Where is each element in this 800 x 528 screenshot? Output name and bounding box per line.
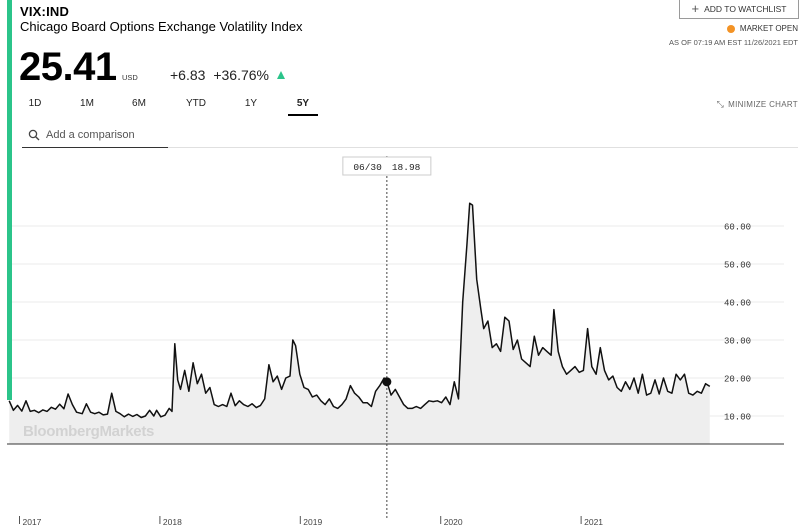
crosshair-point	[382, 377, 392, 387]
y-tick-label: 40.00	[724, 299, 751, 309]
change-percent: +36.76%	[213, 67, 269, 83]
x-axis-ticks: 2017 2018 2019 2020 2021	[19, 516, 603, 527]
y-tick-label: 30.00	[724, 337, 751, 347]
plus-icon: +	[691, 1, 700, 16]
market-open-dot-icon	[726, 24, 735, 33]
collapse-arrows-icon: ⤡	[716, 99, 725, 109]
comparison-search[interactable]: Add a comparison	[22, 122, 168, 148]
as-of-timestamp: AS OF 07:19 AM EST 11/26/2021 EDT	[669, 38, 798, 47]
x-tick-label: 2021	[584, 517, 603, 527]
x-tick-label: 2019	[303, 517, 322, 527]
price-change: +6.83 +36.76%	[170, 67, 285, 83]
bloomberg-markets-watermark: BloombergMarkets	[23, 423, 155, 440]
range-1m[interactable]: 1M	[80, 98, 94, 109]
minimize-label: MINIMIZE CHART	[728, 100, 798, 109]
x-tick-label: 2018	[163, 517, 182, 527]
y-axis-ticks: 10.00 20.00 30.00 40.00 50.00 60.00	[724, 223, 751, 423]
y-tick-label: 20.00	[724, 375, 751, 385]
watchlist-label: ADD TO WATCHLIST	[704, 4, 787, 14]
crosshair-date: 06/30	[353, 162, 382, 173]
market-status: MARKET OPEN	[726, 24, 798, 33]
series-line	[8, 202, 711, 419]
crosshair: 06/30 18.98	[342, 156, 432, 518]
currency-label: USD	[122, 73, 138, 82]
x-tick-label: 2017	[23, 517, 42, 527]
ticker-symbol: VIX:IND	[20, 4, 70, 19]
range-1y[interactable]: 1Y	[244, 98, 258, 109]
grid-lines	[12, 225, 784, 417]
search-icon	[28, 129, 40, 140]
crosshair-label-box	[342, 156, 432, 176]
range-ytd[interactable]: YTD	[186, 98, 206, 109]
up-arrow-icon	[276, 71, 285, 79]
y-tick-label: 60.00	[724, 223, 751, 233]
range-5y[interactable]: 5Y	[288, 97, 318, 116]
change-absolute: +6.83	[170, 67, 206, 83]
range-6m[interactable]: 6M	[132, 98, 146, 109]
comparison-placeholder: Add a comparison	[46, 128, 135, 141]
x-tick-label: 2020	[444, 517, 463, 527]
range-1d[interactable]: 1D	[28, 98, 42, 109]
market-status-label: MARKET OPEN	[739, 24, 798, 33]
y-tick-label: 50.00	[724, 261, 751, 271]
last-price: 25.41	[19, 45, 117, 89]
security-name: Chicago Board Options Exchange Volatilit…	[20, 19, 303, 34]
comparison-divider	[168, 147, 798, 148]
accent-bar	[7, 0, 12, 400]
y-tick-label: 10.00	[724, 413, 751, 423]
minimize-chart-button[interactable]: ⤡ MINIMIZE CHART	[717, 99, 798, 110]
crosshair-value: 18.98	[392, 162, 421, 173]
add-to-watchlist-button[interactable]: + ADD TO WATCHLIST	[679, 0, 799, 19]
series-area	[9, 203, 710, 444]
